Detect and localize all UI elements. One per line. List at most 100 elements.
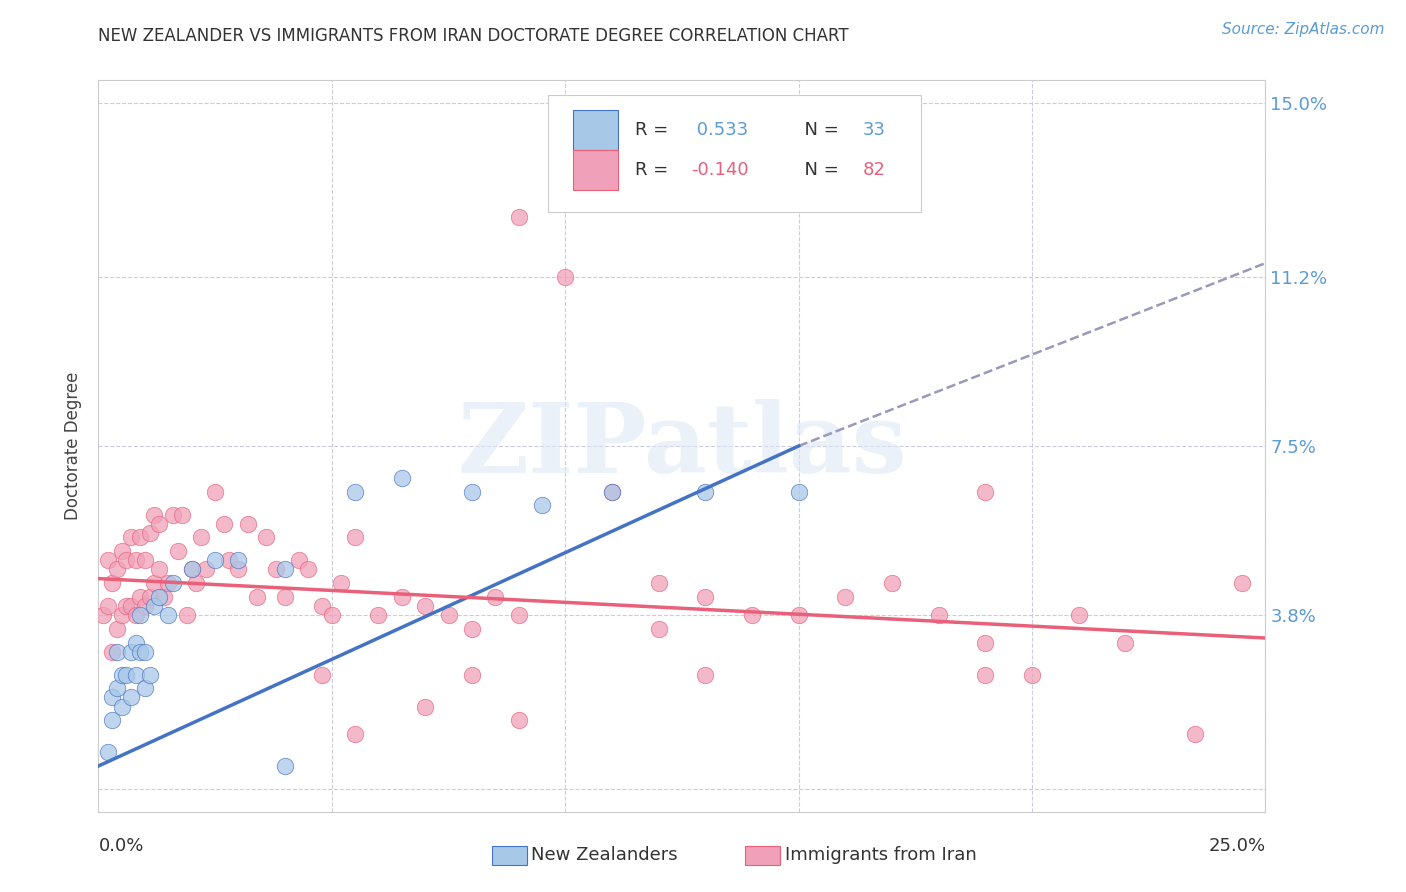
Point [105,681,128,696]
Point [111,608,134,623]
Point [214,516,236,531]
Point [461,667,484,681]
Point [101,576,124,591]
Point [129,530,152,544]
Point [236,516,259,531]
Point [101,690,124,705]
Point [741,608,763,623]
Point [647,576,669,591]
Point [105,622,128,636]
Point [787,484,810,499]
Point [134,599,156,613]
Point [274,562,297,576]
Point [880,576,903,591]
Point [180,562,202,576]
Point [134,681,156,696]
Point [148,562,170,576]
Point [125,635,148,649]
Text: ZIPatlas: ZIPatlas [457,399,907,493]
Point [143,508,166,522]
Point [695,667,717,681]
Point [695,590,717,604]
Text: 0.533: 0.533 [692,120,748,138]
Point [120,645,142,659]
Point [143,576,166,591]
Point [311,599,333,613]
Point [1067,608,1090,623]
Point [148,516,170,531]
Point [97,553,120,567]
Point [166,544,188,558]
Point [928,608,950,623]
Point [437,608,460,623]
Point [143,599,166,613]
Text: N =: N = [793,161,844,179]
Point [1230,576,1253,591]
Point [264,562,287,576]
Point [344,530,367,544]
Point [129,645,152,659]
Text: Source: ZipAtlas.com: Source: ZipAtlas.com [1222,22,1385,37]
Point [190,530,212,544]
Point [256,530,278,544]
Point [344,484,367,499]
Point [115,667,138,681]
Point [554,269,576,284]
Point [288,553,311,567]
Text: 82: 82 [863,161,886,179]
Point [1114,635,1136,649]
Point [115,553,138,567]
Point [413,599,436,613]
Y-axis label: Doctorate Degree: Doctorate Degree [65,372,83,520]
Point [367,608,389,623]
Point [228,562,250,576]
Point [1021,667,1043,681]
Point [508,211,530,225]
Point [330,576,353,591]
Point [97,599,120,613]
Point [111,544,134,558]
Point [204,484,226,499]
Point [344,727,367,741]
Point [413,699,436,714]
Point [162,576,184,591]
Point [111,667,134,681]
Point [139,667,162,681]
Point [125,608,148,623]
Point [1184,727,1206,741]
Point [228,553,250,567]
Point [787,608,810,623]
Point [139,590,162,604]
Point [91,608,114,623]
Point [152,590,174,604]
Point [204,553,226,567]
Point [297,562,319,576]
Point [695,484,717,499]
Point [600,484,623,499]
Text: 33: 33 [863,120,886,138]
Point [391,590,413,604]
Point [186,576,208,591]
Point [125,553,148,567]
Point [321,608,343,623]
Point [172,508,194,522]
Point [129,590,152,604]
Point [134,553,156,567]
Point [134,645,156,659]
Text: N =: N = [793,120,844,138]
Point [274,759,297,773]
Point [105,645,128,659]
Point [246,590,269,604]
Text: R =: R = [636,120,675,138]
Point [115,599,138,613]
FancyBboxPatch shape [548,95,921,212]
Point [120,690,142,705]
Point [508,608,530,623]
Point [274,590,297,604]
Point [111,699,134,714]
Point [120,599,142,613]
Point [176,608,198,623]
Point [97,745,120,759]
Point [484,590,506,604]
Text: R =: R = [636,161,675,179]
